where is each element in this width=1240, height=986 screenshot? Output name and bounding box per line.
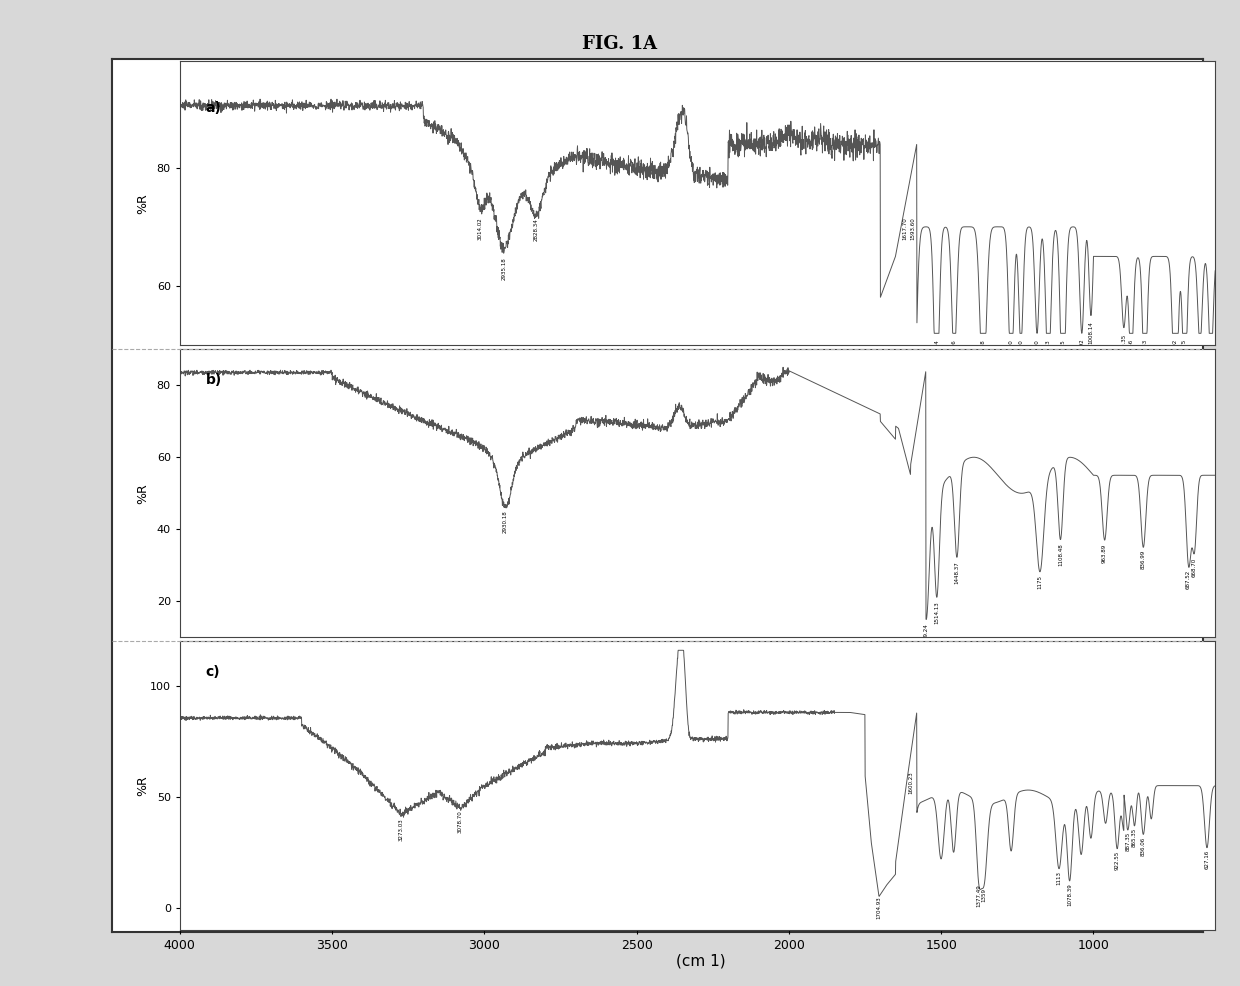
Text: 836.06: 836.06 [1141, 836, 1146, 856]
Text: 1514.13: 1514.13 [934, 600, 940, 623]
Text: %R: %R [136, 775, 149, 796]
Text: 1008.14: 1008.14 [1089, 321, 1094, 344]
Text: 668.70: 668.70 [1192, 557, 1197, 577]
Text: 1600.23: 1600.23 [908, 771, 913, 794]
Text: 2930.18: 2930.18 [503, 511, 508, 533]
Text: 1270.00: 1270.00 [1008, 339, 1013, 362]
Text: %R: %R [136, 483, 149, 504]
Text: 1549.24: 1549.24 [924, 623, 929, 646]
Text: FIG. 1A: FIG. 1A [583, 35, 657, 52]
Text: 831.33: 831.33 [1142, 339, 1147, 359]
Text: 900.35: 900.35 [1121, 333, 1126, 353]
Text: 963.89: 963.89 [1102, 543, 1107, 563]
Text: 3078.70: 3078.70 [458, 810, 463, 833]
Text: 1377.49: 1377.49 [976, 884, 981, 907]
Text: 2828.34: 2828.34 [534, 218, 539, 241]
Text: %R: %R [136, 193, 149, 214]
Text: 731.02: 731.02 [1173, 339, 1178, 359]
Text: a): a) [206, 102, 222, 115]
Text: 865.35: 865.35 [1132, 828, 1137, 847]
Text: 687.52: 687.52 [1185, 570, 1192, 590]
Text: 700.75: 700.75 [1182, 339, 1187, 359]
Text: 1362.08: 1362.08 [981, 339, 986, 362]
Text: c): c) [206, 665, 221, 679]
Text: 1457.46: 1457.46 [951, 339, 956, 362]
Text: 1175: 1175 [1038, 575, 1043, 590]
Text: 627.16: 627.16 [1204, 850, 1209, 870]
Text: b): b) [206, 373, 222, 387]
Text: 836.99: 836.99 [1141, 550, 1146, 569]
Text: 1038.92: 1038.92 [1079, 338, 1084, 362]
Text: 2935.18: 2935.18 [501, 257, 507, 280]
Text: 1078.39: 1078.39 [1066, 882, 1073, 906]
Text: 1100.85: 1100.85 [1060, 339, 1065, 362]
Text: 1238.30: 1238.30 [1018, 339, 1023, 362]
Text: 1515.54: 1515.54 [934, 339, 939, 362]
Text: 1593.60: 1593.60 [910, 217, 915, 241]
Text: 876.56: 876.56 [1128, 339, 1133, 359]
Text: 1113: 1113 [1056, 871, 1061, 884]
Text: 1148.33: 1148.33 [1045, 339, 1050, 362]
Text: 1359: 1359 [982, 888, 987, 902]
Text: 1108.48: 1108.48 [1058, 543, 1063, 566]
Text: 3273.03: 3273.03 [399, 818, 404, 841]
Text: 1704.93: 1704.93 [877, 896, 882, 919]
Text: 922.55: 922.55 [1115, 851, 1120, 870]
Text: (cm 1): (cm 1) [676, 953, 725, 968]
Text: 1448.37: 1448.37 [955, 561, 960, 584]
Text: 3014.02: 3014.02 [477, 218, 482, 241]
Text: 1185.30: 1185.30 [1034, 339, 1039, 362]
Text: 887.35: 887.35 [1125, 832, 1130, 852]
Text: 1617.70: 1617.70 [903, 217, 908, 241]
